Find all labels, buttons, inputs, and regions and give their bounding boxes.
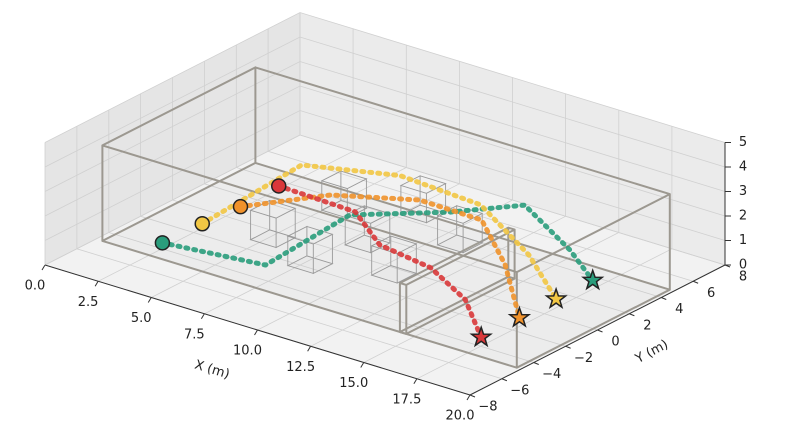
y-tick — [629, 313, 635, 317]
x-tick-label: 12.5 — [286, 360, 315, 375]
y-tick-label: 4 — [675, 302, 683, 317]
x-tick — [254, 329, 258, 336]
x-tick — [147, 297, 152, 303]
x-tick — [200, 313, 205, 320]
y-tick-label: 8 — [739, 270, 747, 285]
x-tick-label: 0.0 — [25, 279, 46, 294]
x-tick — [466, 394, 471, 401]
x-tick — [360, 362, 365, 368]
z-tick-label: 0 — [739, 258, 747, 273]
x-tick-label: 2.5 — [78, 295, 99, 310]
x-tick-label: 5.0 — [131, 311, 152, 326]
obstacle — [370, 235, 418, 284]
grid-line — [44, 110, 726, 241]
trajectory — [199, 162, 559, 302]
y-tick-label: −2 — [574, 351, 593, 366]
obstacle — [286, 225, 334, 275]
x-tick-label: 17.5 — [392, 392, 421, 407]
x-tick-label: 15.0 — [339, 376, 368, 391]
start-marker — [271, 178, 287, 194]
grid-line — [44, 134, 726, 266]
y-tick — [661, 297, 667, 300]
y-tick-label: −4 — [542, 367, 561, 382]
x-tick — [94, 280, 99, 287]
x-tick — [307, 345, 312, 352]
y-tick — [533, 362, 539, 365]
y-tick-label: −6 — [510, 383, 529, 398]
y-tick-label: −8 — [478, 400, 497, 415]
x-tick — [41, 264, 46, 271]
y-tick — [501, 378, 508, 382]
grid-line — [44, 12, 726, 143]
y-tick — [469, 394, 476, 398]
trajectory — [159, 202, 596, 283]
start-marker — [194, 215, 210, 232]
obstacle — [249, 199, 297, 249]
grid-line — [44, 85, 726, 217]
y-axis — [469, 264, 726, 396]
start-marker — [154, 235, 171, 251]
trajectory — [276, 183, 484, 340]
y-axis-label: Y (m) — [632, 337, 671, 367]
grid-line — [44, 61, 726, 192]
y-tick-label: 2 — [643, 318, 651, 333]
grid-line — [44, 36, 726, 168]
x-tick — [413, 378, 418, 385]
x-tick-label: 7.5 — [184, 327, 205, 342]
y-tick — [597, 329, 603, 333]
y-tick-label: 0 — [611, 335, 619, 350]
z-tick-label: 3 — [739, 184, 747, 199]
y-tick-label: 6 — [707, 286, 715, 301]
wall — [101, 66, 671, 369]
start-marker — [232, 198, 249, 215]
z-tick-label: 5 — [739, 135, 747, 150]
x-tick-label: 20.0 — [446, 409, 475, 424]
goal-marker — [581, 268, 605, 291]
x-axis-label: X (m) — [193, 358, 232, 383]
goal-marker — [469, 325, 493, 348]
goal-marker — [544, 286, 568, 310]
wall — [398, 226, 516, 335]
y-tick — [565, 345, 571, 349]
z-tick-label: 4 — [739, 160, 747, 175]
goal-marker — [507, 305, 532, 328]
z-tick-label: 2 — [739, 209, 747, 224]
z-tick-label: 1 — [739, 233, 747, 248]
y-tick — [692, 280, 699, 284]
x-axis — [44, 264, 471, 396]
x-tick-label: 10.0 — [233, 344, 262, 359]
obstacle — [436, 204, 484, 254]
